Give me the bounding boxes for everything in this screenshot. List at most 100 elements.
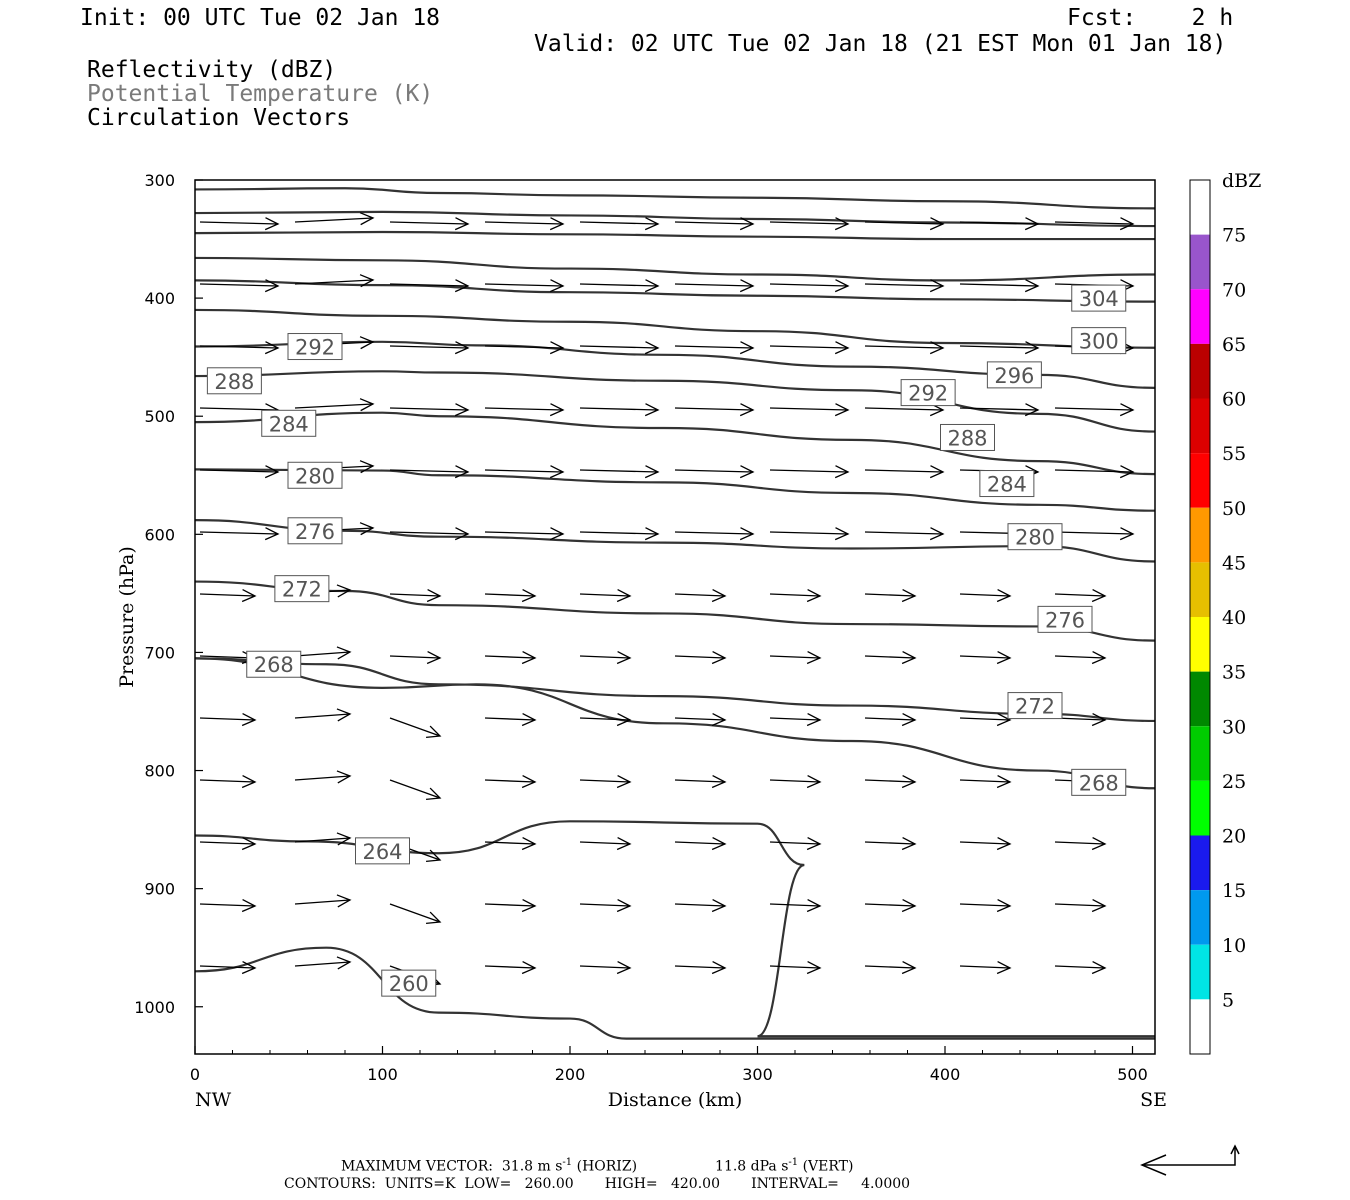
- vector-arrowhead: [264, 465, 280, 479]
- contour-line: [195, 411, 1155, 476]
- vector-arrowhead: [996, 898, 1012, 913]
- vector-arrow: [484, 283, 564, 287]
- vector-arrowhead: [426, 849, 442, 862]
- vector-arrow: [199, 717, 256, 721]
- vector-arrowhead: [1024, 403, 1040, 417]
- vector-arrowhead: [996, 960, 1012, 975]
- colorbar-tick-label: 30: [1222, 716, 1246, 738]
- vector-arrowhead: [241, 588, 257, 603]
- vector-arrow: [959, 593, 1011, 597]
- vector-arrow: [674, 965, 726, 969]
- vector-arrow: [199, 531, 279, 535]
- vector-arrow: [674, 283, 754, 287]
- vector-arrowhead: [454, 527, 470, 541]
- colorbar-unit: dBZ: [1222, 170, 1261, 192]
- colorbar-tick-label: 15: [1222, 880, 1246, 902]
- vector-arrow: [1054, 531, 1134, 535]
- y-axis: 300 400 500 600 700 800 900 1000: [134, 171, 203, 1017]
- vector-arrow: [484, 965, 536, 969]
- vector-arrow: [579, 531, 659, 535]
- colorbar-tick-label: 35: [1222, 662, 1246, 684]
- vector-arrow: [864, 779, 916, 783]
- vector-arrow: [484, 903, 536, 907]
- vector-arrowhead: [1119, 465, 1135, 479]
- vector-arrowhead: [549, 279, 565, 293]
- vector-arrow: [389, 283, 469, 287]
- vector-arrow: [1054, 593, 1106, 597]
- vector-arrow: [769, 407, 849, 411]
- vector-arrowhead: [806, 898, 822, 913]
- vector-arrow: [199, 779, 256, 783]
- vector-arrowhead: [711, 836, 727, 851]
- vector-arrowhead: [359, 460, 375, 474]
- y-tick-label: 500: [144, 407, 175, 426]
- colorbar-tick-label: 5: [1222, 989, 1234, 1011]
- vector-arrow: [769, 345, 849, 349]
- vector-arrowhead: [454, 403, 470, 417]
- contour-label: 276: [1045, 608, 1085, 632]
- colorbar-tick-label: 55: [1222, 443, 1246, 465]
- contour-label: 284: [269, 412, 309, 436]
- colorbar-tick-label: 45: [1222, 552, 1246, 574]
- contour-label: 272: [1015, 695, 1055, 719]
- vector-arrow: [579, 407, 659, 411]
- vector-arrow: [864, 841, 916, 845]
- colorbar-segment: [1190, 289, 1210, 344]
- vector-arrowhead: [806, 836, 822, 851]
- vector-arrowhead: [454, 217, 470, 231]
- vector-arrow: [484, 407, 564, 411]
- vector-arrowhead: [1091, 712, 1107, 727]
- vector-arrowhead: [711, 774, 727, 789]
- vector-arrowhead: [264, 527, 280, 541]
- contour-label-box: [206, 367, 262, 395]
- vector-arrow: [1054, 221, 1134, 225]
- vector-arrow: [389, 407, 469, 411]
- y-tick-label: 900: [144, 880, 175, 899]
- colorbar-segment: [1190, 726, 1210, 781]
- colorbar-tick-label: 60: [1222, 389, 1246, 411]
- vector-arrowhead: [336, 770, 352, 784]
- init-time: Init: 00 UTC Tue 02 Jan 18: [80, 5, 441, 31]
- vector-arrowhead: [901, 960, 917, 975]
- plot-frame: [194, 179, 1156, 1055]
- contour-label: 272: [282, 578, 322, 602]
- y-tick-label: 1000: [134, 998, 175, 1017]
- vector-arrowhead: [901, 588, 917, 603]
- field-circulation-vectors: Circulation Vectors: [87, 105, 351, 131]
- vector-arrow: [389, 345, 469, 349]
- vector-arrowhead: [1091, 960, 1107, 975]
- vector-arrow: [864, 717, 916, 721]
- contour-label-box: [261, 409, 317, 437]
- vector-arrow: [674, 841, 726, 845]
- vector-arrow: [389, 779, 441, 799]
- vector-arrow: [389, 221, 469, 225]
- vector-arrowhead: [1119, 217, 1135, 231]
- vector-arrow: [484, 717, 536, 721]
- vector-arrow: [294, 837, 351, 843]
- contour-label-box: [940, 423, 995, 451]
- vector-arrowhead: [996, 712, 1012, 727]
- contours-note: CONTOURS: UNITS=K LOW= 260.00 HIGH= 420.…: [284, 1176, 911, 1192]
- reference-vector-icon: [1140, 1144, 1240, 1176]
- vector-arrow: [579, 779, 631, 783]
- contour-label-box: [355, 837, 410, 865]
- vector-arrow: [199, 655, 256, 659]
- vector-arrowhead: [336, 584, 352, 598]
- vector-arrowhead: [834, 403, 850, 417]
- colorbar-tick-label: 75: [1222, 225, 1246, 247]
- vector-arrowhead: [806, 588, 822, 603]
- contour-label: 304: [1079, 287, 1119, 311]
- vector-arrow: [674, 717, 726, 721]
- vector-arrowhead: [454, 341, 470, 355]
- vector-arrowhead: [1024, 279, 1040, 293]
- vector-arrowhead: [1091, 836, 1107, 851]
- vector-arrowhead: [521, 774, 537, 789]
- vector-arrow: [484, 221, 564, 225]
- vector-arrowhead: [616, 774, 632, 789]
- vector-arrowhead: [1091, 898, 1107, 913]
- vector-arrowhead: [929, 279, 945, 293]
- vector-arrow: [294, 899, 351, 905]
- vector-arrowhead: [1119, 527, 1135, 541]
- vector-arrow: [1054, 469, 1134, 473]
- vector-arrowhead: [806, 712, 822, 727]
